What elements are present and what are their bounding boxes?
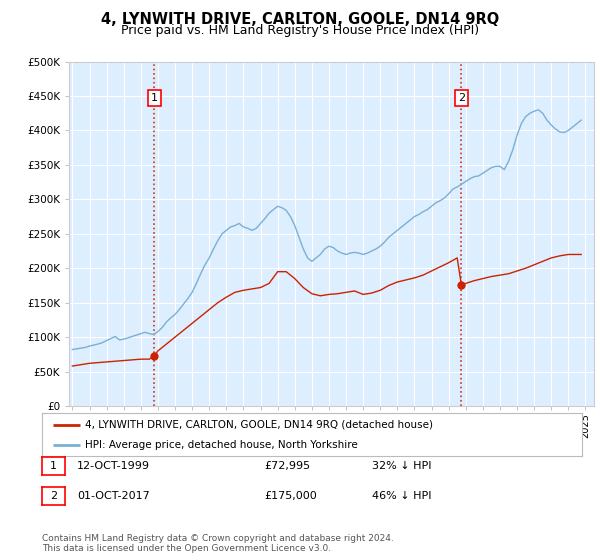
Text: Contains HM Land Registry data © Crown copyright and database right 2024.
This d: Contains HM Land Registry data © Crown c… xyxy=(42,534,394,553)
Text: £72,995: £72,995 xyxy=(264,461,310,471)
Text: 01-OCT-2017: 01-OCT-2017 xyxy=(77,491,149,501)
Text: 4, LYNWITH DRIVE, CARLTON, GOOLE, DN14 9RQ (detached house): 4, LYNWITH DRIVE, CARLTON, GOOLE, DN14 9… xyxy=(85,419,433,430)
Text: HPI: Average price, detached house, North Yorkshire: HPI: Average price, detached house, Nort… xyxy=(85,440,358,450)
Text: £175,000: £175,000 xyxy=(264,491,317,501)
Text: 1: 1 xyxy=(151,93,158,103)
Text: 2: 2 xyxy=(458,93,465,103)
Text: 2: 2 xyxy=(50,491,57,501)
Text: 46% ↓ HPI: 46% ↓ HPI xyxy=(372,491,431,501)
Text: 12-OCT-1999: 12-OCT-1999 xyxy=(77,461,150,471)
Text: 4, LYNWITH DRIVE, CARLTON, GOOLE, DN14 9RQ: 4, LYNWITH DRIVE, CARLTON, GOOLE, DN14 9… xyxy=(101,12,499,27)
Text: 32% ↓ HPI: 32% ↓ HPI xyxy=(372,461,431,471)
Text: 1: 1 xyxy=(50,461,57,471)
Text: Price paid vs. HM Land Registry's House Price Index (HPI): Price paid vs. HM Land Registry's House … xyxy=(121,24,479,37)
